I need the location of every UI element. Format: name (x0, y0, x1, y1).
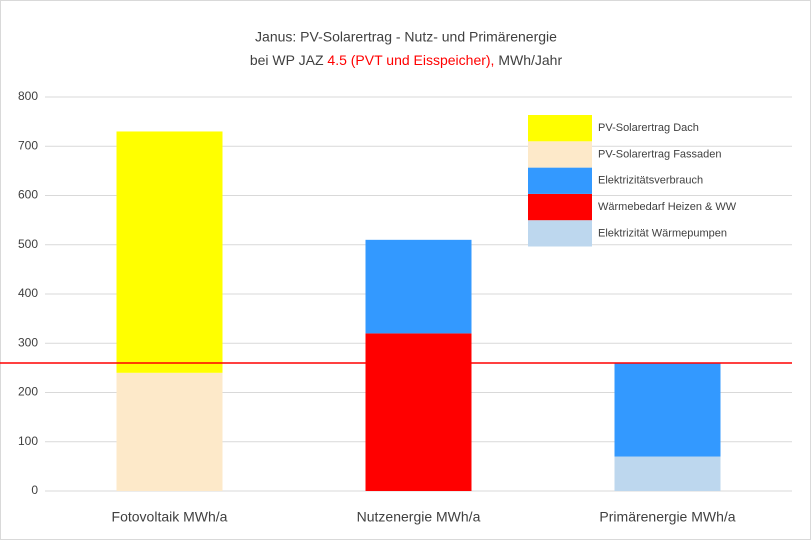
x-tick-label: Fotovoltaik MWh/a (112, 509, 228, 525)
y-tick-label: 100 (18, 434, 38, 448)
bar-segment (116, 372, 223, 491)
legend-label: PV-Solarertrag Dach (598, 122, 699, 134)
legend-label: Elektrizitätsverbrauch (598, 175, 703, 187)
bar-segment (365, 239, 472, 334)
y-tick-label: 600 (18, 188, 38, 202)
legend-swatch (528, 115, 592, 142)
bar-segment (365, 333, 472, 491)
x-tick-label: Nutzenergie MWh/a (357, 509, 481, 525)
y-tick-label: 500 (18, 237, 38, 251)
y-tick-label: 700 (18, 138, 38, 152)
y-tick-label: 300 (18, 335, 38, 349)
legend-swatch (528, 193, 592, 221)
bar-segment (614, 362, 721, 457)
legend-swatch (528, 141, 592, 168)
legend-label: PV-Solarertrag Fassaden (598, 148, 722, 160)
subtitle-part: 4.5 (PVT und Eisspeicher), (327, 52, 494, 68)
y-tick-label: 0 (31, 483, 38, 497)
legend-label: Wärmebedarf Heizen & WW (598, 201, 737, 213)
y-tick-label: 200 (18, 385, 38, 399)
subtitle-part: bei WP JAZ (250, 52, 328, 68)
legend-swatch (528, 220, 592, 247)
y-tick-label: 400 (18, 286, 38, 300)
subtitle-part: MWh/Jahr (494, 52, 562, 68)
bar-segment (116, 131, 223, 373)
legend-label: Elektrizität Wärmepumpen (598, 227, 727, 239)
y-tick-label: 800 (18, 89, 38, 103)
legend-swatch (528, 167, 592, 194)
x-tick-label: Primärenergie MWh/a (599, 509, 735, 525)
bar-segment (614, 456, 721, 491)
chart-title: Janus: PV-Solarertrag - Nutz- und Primär… (255, 29, 557, 45)
chart-subtitle: bei WP JAZ 4.5 (PVT und Eisspeicher), MW… (250, 52, 563, 68)
